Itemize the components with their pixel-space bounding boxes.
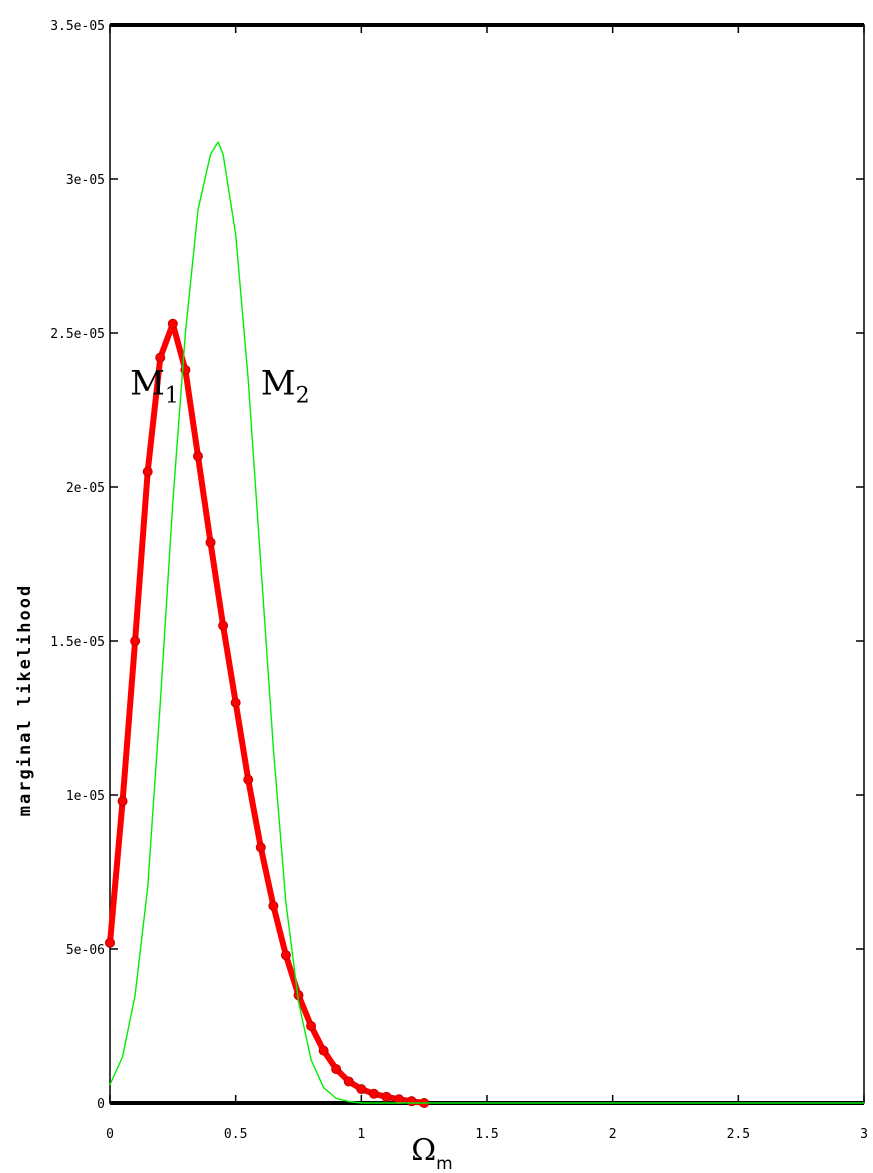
data-point-m1: [306, 1021, 317, 1031]
x-axis-label: Ωm: [411, 1133, 452, 1173]
data-point-m1: [205, 537, 216, 548]
series-label-m2: M2: [261, 364, 310, 409]
data-point-m1: [117, 796, 128, 807]
x-tick-label: 3: [860, 1127, 868, 1142]
data-point-m1: [343, 1076, 354, 1087]
series-layer: [105, 141, 865, 1108]
x-tick-label: 0.5: [224, 1127, 247, 1142]
y-tick-label: 1e-05: [66, 789, 105, 804]
data-point-m1: [218, 620, 229, 631]
axis-ticks: 0 5e-06 1e-05 1.5e-05 2e-05 2.5e-05 3e-05 3.5e-…: [50, 19, 868, 1142]
y-tick-label: 3.5e-05: [50, 19, 105, 34]
x-axis-label-subscript: m: [436, 1154, 453, 1173]
y-axis-label: marginal likelihood: [15, 584, 35, 816]
data-point-m1: [255, 842, 266, 853]
data-point-m1: [230, 697, 241, 708]
data-point-m1: [318, 1045, 329, 1056]
data-point-m1: [192, 451, 203, 462]
axes-frame: [109, 23, 865, 1105]
data-point-m1: [331, 1064, 342, 1075]
x-tick-label: 2.5: [727, 1127, 750, 1142]
data-point-m1: [105, 937, 115, 948]
series-label-m2-letter: M: [261, 364, 296, 404]
y-tick-label: 3e-05: [66, 173, 105, 188]
y-tick-label: 5e-06: [66, 943, 105, 958]
series-label-m2-subscript: 2: [296, 384, 310, 409]
data-point-m1: [243, 774, 254, 785]
x-tick-label: 2: [609, 1127, 617, 1142]
plot-frame: [109, 24, 865, 1104]
y-tick-label: 2.5e-05: [50, 327, 105, 342]
series-line-m2: [109, 141, 865, 1104]
series-label-m1-letter: M: [130, 364, 165, 404]
data-point-m1: [155, 352, 166, 363]
data-point-m1: [167, 318, 178, 329]
data-point-m1: [130, 636, 141, 646]
series-label-m1-subscript: 1: [165, 384, 179, 409]
y-tick-label: 1.5e-05: [50, 635, 105, 650]
data-point-m1: [356, 1084, 367, 1095]
data-point-m1: [280, 950, 291, 961]
y-tick-label: 2e-05: [66, 481, 105, 496]
data-point-m1: [406, 1096, 417, 1107]
data-point-m1: [381, 1091, 392, 1102]
y-tick-label: 0: [97, 1097, 105, 1112]
series-label-m1: M1: [130, 364, 179, 409]
x-tick-label: 1: [357, 1127, 365, 1142]
series-line-m1: [107, 320, 428, 1106]
x-tick-label: 0: [106, 1127, 114, 1142]
x-tick-label: 1.5: [475, 1127, 498, 1142]
data-point-m1: [142, 466, 153, 477]
data-point-m1: [368, 1088, 379, 1099]
data-point-m1: [394, 1094, 405, 1105]
data-point-m1: [268, 900, 279, 911]
x-axis-label-symbol: Ω: [411, 1133, 436, 1168]
